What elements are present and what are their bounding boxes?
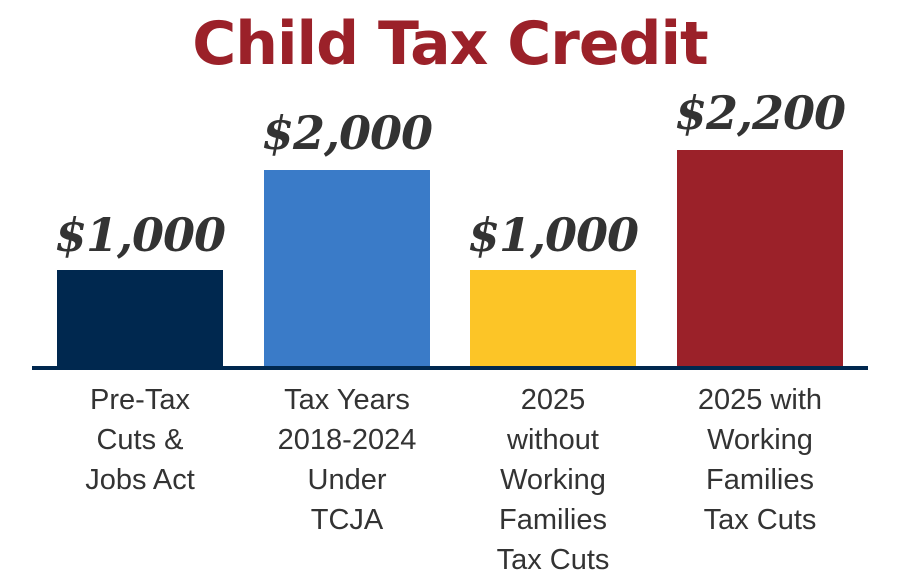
category-label: 2025 with Working Families Tax Cuts (697, 384, 823, 536)
bar-value-label: $2,000 (261, 106, 433, 160)
category-label: Tax Years 2018-2024 Under TCJA (277, 384, 417, 536)
bar-value-label: $2,200 (674, 86, 846, 140)
x-axis-line (32, 366, 868, 370)
bar-value-label: $1,000 (467, 208, 639, 262)
bar-tcja-2018-2024 (264, 170, 430, 368)
bar-2025-with (677, 150, 843, 368)
bar-2025-without (470, 270, 636, 368)
bar-pre-tcja (57, 270, 223, 368)
category-label: Pre-Tax Cuts & Jobs Act (85, 384, 195, 496)
bar-value-label: $1,000 (54, 208, 226, 262)
chart-title: Child Tax Credit (192, 9, 709, 79)
category-label: 2025 without Working Families Tax Cuts (496, 384, 610, 576)
